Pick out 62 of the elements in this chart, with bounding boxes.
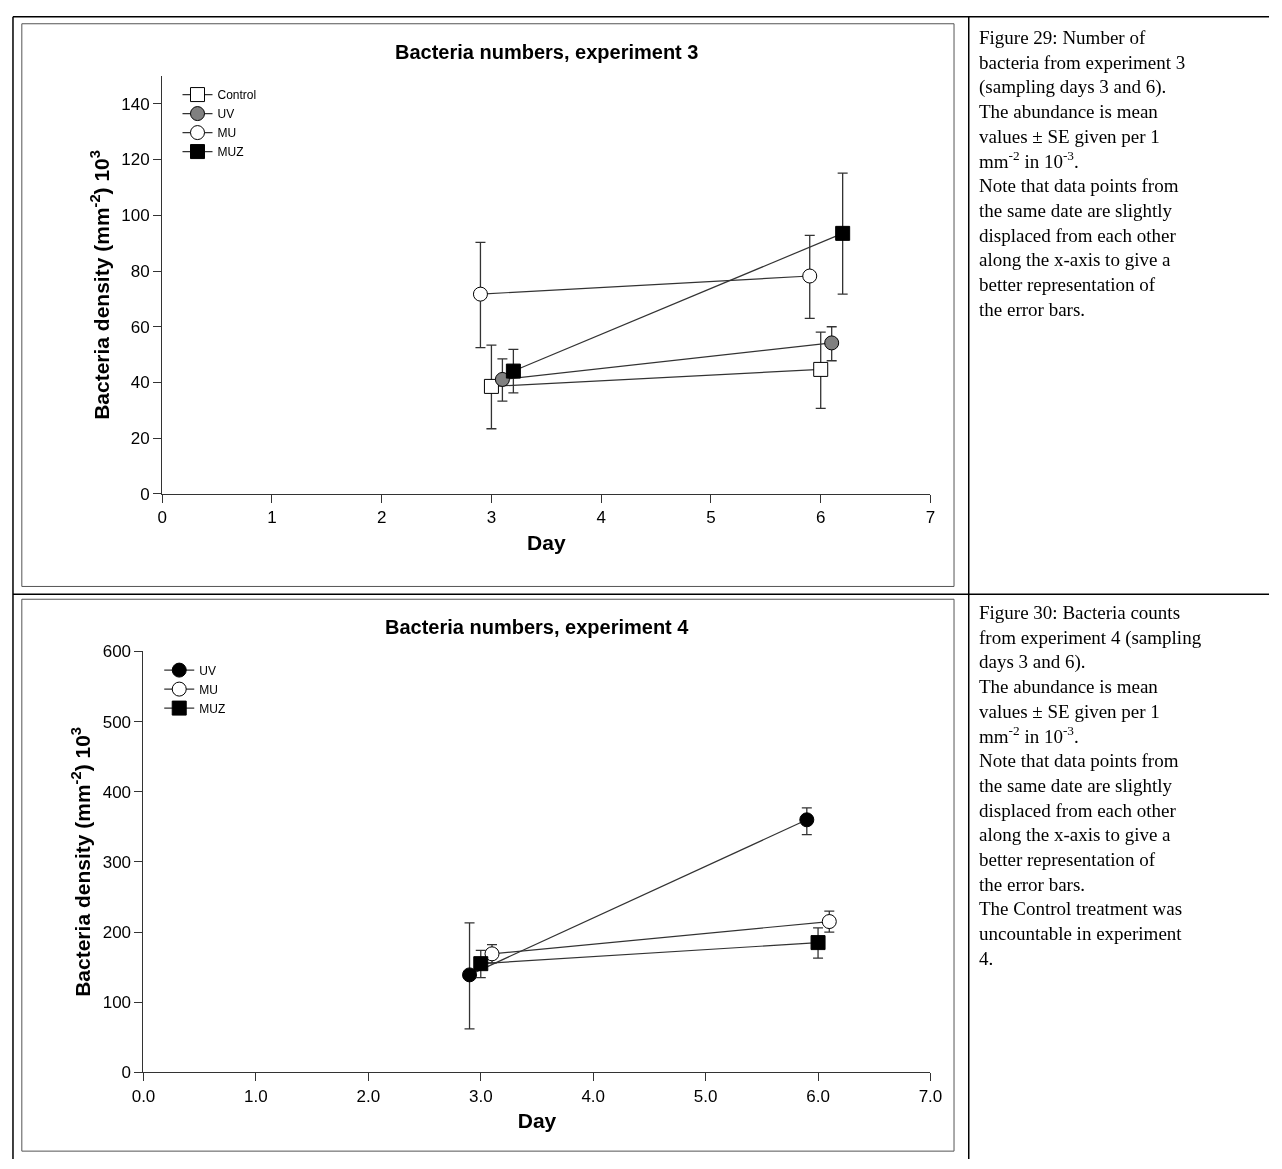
y-tick-label: 200: [102, 923, 132, 943]
text: The abundance is mean values ± SE given per 1 mm$^{-2}$ in 10$^{-3}$.: [979, 101, 1160, 172]
point: [813, 361, 829, 377]
y-tick-label: 80: [130, 261, 150, 281]
x-tick-label: 3: [486, 508, 497, 528]
x-tick-label: 1.0: [244, 1086, 268, 1106]
legend-label: UV: [217, 107, 235, 122]
y-tick-label: 0: [140, 484, 150, 504]
y-tick-label: 60: [130, 317, 150, 337]
caption: Figure 30: Bacteria counts from experiment 4 (sampling days 3 and 6).: [979, 602, 1202, 674]
x-tick-label: 5: [706, 508, 716, 528]
x-tick-label: 5.0: [693, 1086, 718, 1106]
x-tick-label: 3.0: [468, 1086, 493, 1106]
x-tick-label: 6: [815, 508, 826, 528]
y-tick-label: 300: [102, 852, 132, 872]
y-tick-label: 140: [121, 94, 150, 114]
text: The Control treatment was uncountable in experiment 4.: [979, 898, 1183, 969]
y-tick-label: 20: [130, 429, 150, 449]
point: [472, 286, 488, 302]
legend-label: MU: [217, 126, 237, 141]
point: [835, 225, 851, 241]
point: [799, 812, 815, 828]
x-tick-label: 4.0: [581, 1086, 606, 1106]
point: [473, 956, 489, 972]
y-tick-label: 100: [102, 993, 132, 1013]
y-tick-label: 100: [121, 206, 150, 226]
y-tick-label: 0: [121, 1063, 132, 1083]
point: [505, 363, 521, 379]
point: [824, 335, 840, 351]
point: [483, 378, 499, 394]
y-tick-label: 400: [102, 782, 132, 802]
legend-label: MUZ: [199, 701, 226, 716]
chart-title: Bacteria numbers, experiment 3: [395, 41, 699, 63]
text: The abundance is mean values ± SE given per 1 mm$^{-2}$ in 10$^{-3}$.: [979, 676, 1160, 747]
legend-label: MUZ: [217, 145, 244, 160]
x-tick-label: 4: [596, 508, 606, 528]
x-tick-label: 0.0: [131, 1086, 156, 1106]
legend-label: MU: [199, 682, 218, 697]
x-tick-label: 2: [376, 508, 387, 528]
y-tick-label: 600: [102, 642, 132, 662]
x-axis-title: Day: [527, 530, 566, 554]
y-tick-label: 40: [130, 373, 150, 393]
x-tick-label: 7: [925, 508, 936, 528]
point: [494, 371, 510, 387]
caption: Figure 29: Number of bacteria from experiment 3 (sampling days 3 and 6).: [979, 27, 1186, 99]
chart-title: Bacteria numbers, experiment 4: [385, 616, 690, 638]
legend-label: UV: [199, 663, 216, 678]
point: [810, 935, 826, 951]
y-tick-label: 120: [121, 150, 150, 170]
x-axis-title: Day: [517, 1109, 557, 1133]
y-tick-label: 500: [102, 712, 132, 732]
point: [802, 268, 818, 284]
legend-label: Control: [217, 88, 257, 103]
x-tick-label: 0: [157, 508, 167, 528]
x-tick-label: 2.0: [356, 1086, 381, 1106]
x-tick-label: 1: [267, 508, 277, 528]
x-tick-label: 7.0: [918, 1086, 943, 1106]
point: [821, 914, 837, 930]
text: Note that data points from the same date are slightly displaced from each other along the x-axis to give a better representation of the error bars.: [979, 175, 1179, 320]
point: [462, 967, 478, 983]
text: Note that data points from the same date are slightly displaced from each other along the x-axis to give a better representation of the error bars.: [979, 750, 1179, 895]
x-tick-label: 6.0: [806, 1086, 830, 1106]
